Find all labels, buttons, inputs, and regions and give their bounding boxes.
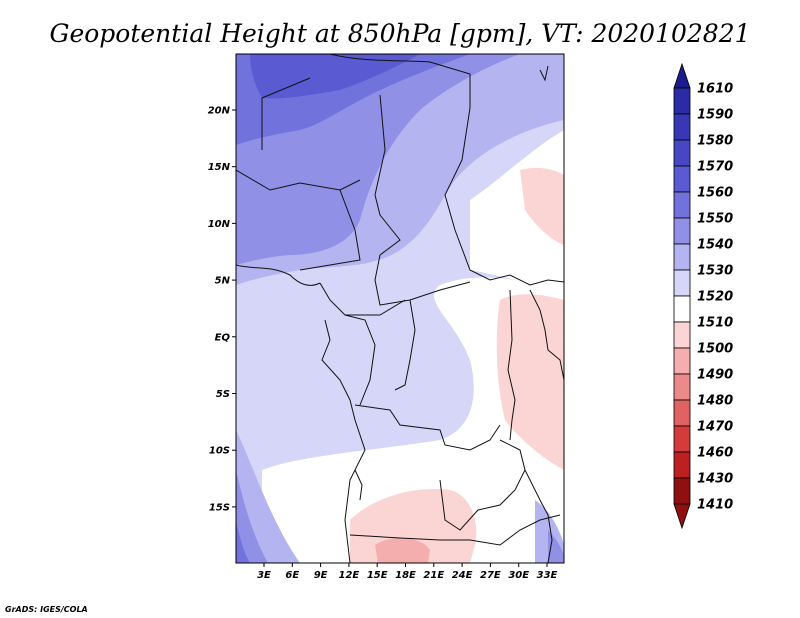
colorbar-label: 1530 [697,264,733,279]
colorbar-label: 1580 [697,134,733,149]
border-congo [344,314,376,406]
lat-label: EQ [215,332,231,343]
colorbar-label: 1550 [697,212,733,227]
lat-label: 5N [215,276,231,287]
lat-label: 10N [208,219,231,230]
longitude-axis: 3E 6E 9E 12E 15E 18E 21E 24E 27E 30E 33E [257,563,558,581]
coast-redsea [539,65,549,82]
colorbar-segment [673,243,691,271]
colorbar: 1610 1590 1580 1570 1560 1550 1540 1530 1520 1510… [673,62,733,530]
lon-label: 21E [423,570,444,581]
colorbar-segment [673,217,691,245]
colorbar-bottom-arrow [673,503,691,530]
lon-label: 6E [285,570,299,581]
colorbar-label: 1540 [697,238,733,253]
field-1540-southwest [236,470,268,563]
border-sahel [236,169,361,191]
border-west [261,77,311,150]
lon-label: 12E [339,570,360,581]
colorbar-segment [673,373,691,401]
border-zambia [439,439,526,531]
field-1510-south [262,277,564,563]
lon-label: 18E [395,570,416,581]
field-1490-south [375,538,430,563]
colorbar-segment [673,425,691,453]
border-angola [354,404,501,451]
border-sudan [444,107,564,286]
colorbar-segment [673,87,691,115]
border-mozambique [524,469,553,563]
lakes-rift [507,289,516,441]
colorbar-label: 1510 [697,316,733,331]
lon-label: 27E [480,570,501,581]
latitude-axis: 20N 15N 10N 5N EQ 5S 10S 15S [208,106,236,513]
lon-label: 24E [452,570,473,581]
colorbar-label: 1470 [697,420,733,435]
colorbar-label: 1590 [697,108,733,123]
colorbar-label: 1520 [697,290,733,305]
lon-label: 15E [367,570,388,581]
colorbar-label: 1480 [697,394,733,409]
grads-credit: GrADS: IGES/COLA [5,605,88,614]
colorbar-label: 1410 [697,498,733,513]
coast-south [354,469,363,501]
border-namibia [349,514,561,546]
map-title: Geopotential Height at 850hPa [gpm], VT:… [49,19,750,48]
lat-label: 20N [208,106,231,117]
colorbar-segment [673,191,691,219]
colorbar-label: 1430 [697,472,733,487]
lat-label: 15N [208,162,231,173]
colorbar-label: 1500 [697,342,733,357]
field-1500-east [496,294,564,470]
coast-gabon [321,319,351,401]
border-nigeria [299,189,361,271]
border-drc-north [394,299,416,391]
colorbar-segment [673,295,691,323]
colorbar-segment [673,477,691,505]
field-1550-southwest [236,520,250,563]
lon-label: 33E [537,570,558,581]
colorbar-label: 1570 [697,160,733,175]
border-car [374,194,471,306]
border-north [329,54,471,108]
lat-label: 15S [209,502,230,513]
colorbar-segment [673,165,691,193]
colorbar-label: 1460 [697,446,733,461]
lon-label: 3E [257,570,271,581]
colorbar-segment [673,139,691,167]
colorbar-segment [673,269,691,297]
lat-label: 5S [216,389,230,400]
lon-label: 30E [508,570,529,581]
colorbar-segment [673,347,691,375]
colorbar-segment [673,113,691,141]
colorbar-label: 1560 [697,186,733,201]
country-borders [236,54,564,563]
colorbar-segment [673,321,691,349]
field-1500-northeast [520,167,564,245]
height-field [236,54,564,563]
map-frame [235,53,565,564]
colorbar-segment [673,451,691,479]
colorbar-label: 1490 [697,368,733,383]
coast-gulf [236,264,321,286]
colorbar-label: 1610 [697,82,733,97]
lon-label: 9E [314,570,328,581]
border-niger-chad [374,94,386,196]
border-east [529,289,564,381]
field-1560-north [250,54,420,99]
lat-label: 10S [209,446,230,457]
colorbar-segment [673,399,691,427]
colorbar-top-arrow [673,62,691,89]
coast-angola [344,399,366,563]
